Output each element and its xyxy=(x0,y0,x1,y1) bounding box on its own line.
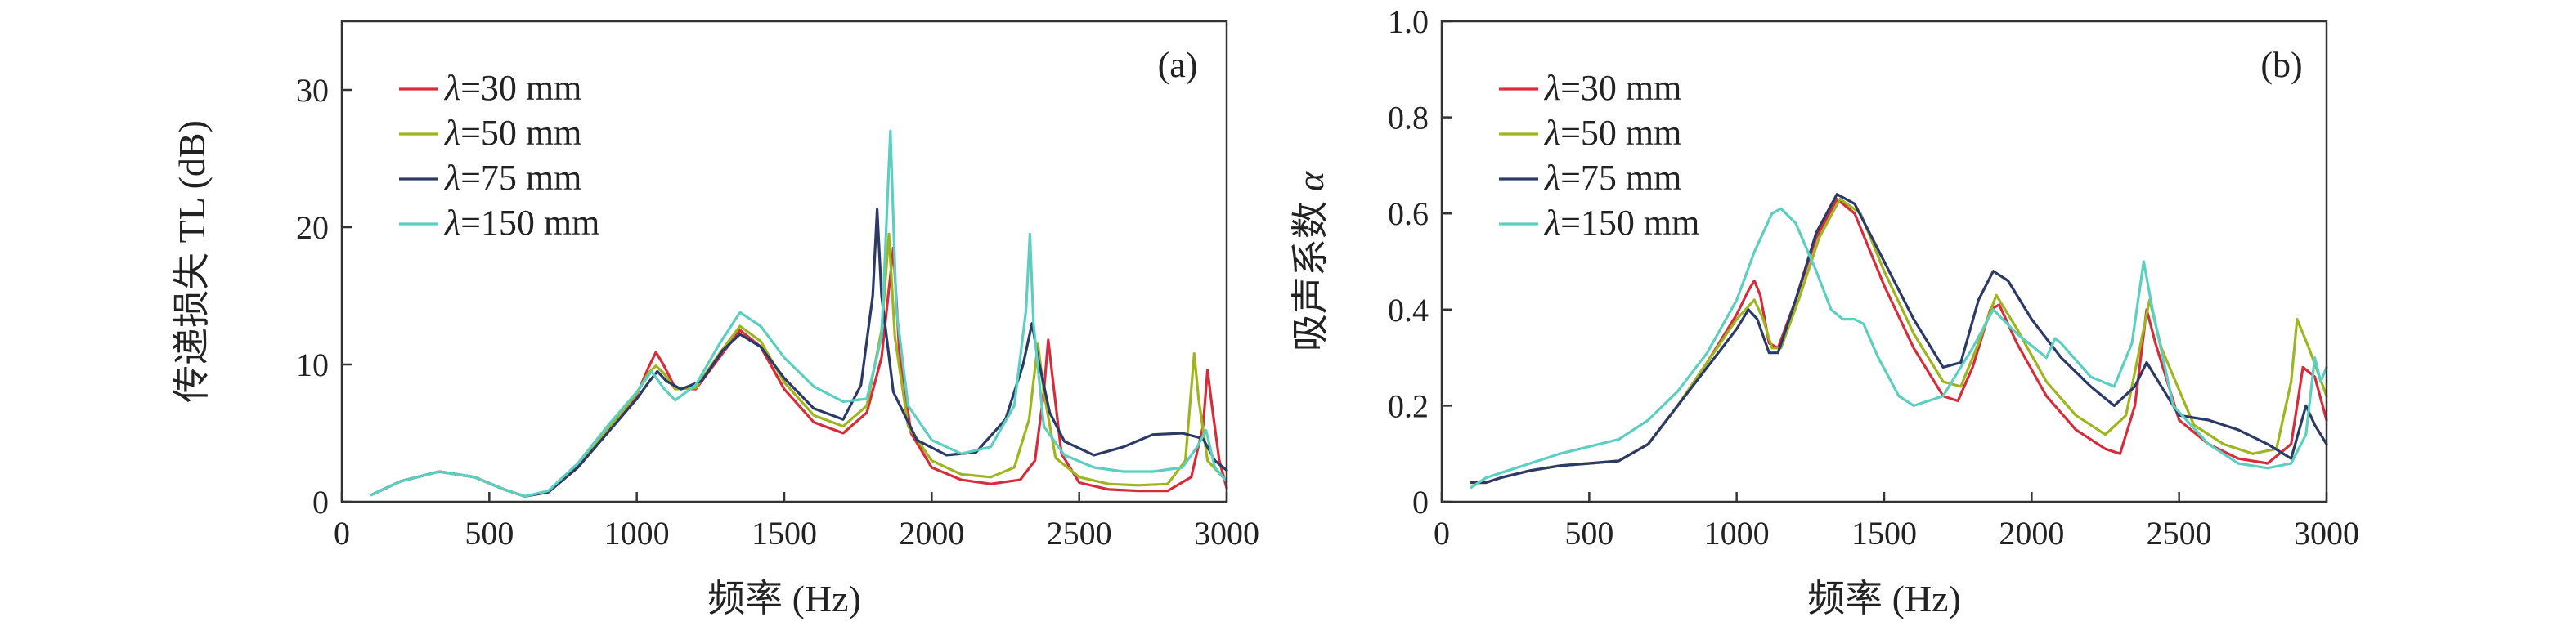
x-tick-label: 500 xyxy=(1564,515,1613,552)
legend-entry: λ=50 mm xyxy=(443,113,581,153)
x-tick-label: 2000 xyxy=(1999,515,2064,552)
series-line-4 xyxy=(370,129,1228,498)
x-tick-label: 3000 xyxy=(2294,515,2359,552)
legend-entry: λ=75 mm xyxy=(1543,158,1681,198)
panel-label: (a) xyxy=(1158,45,1198,85)
legend-entry: λ=150 mm xyxy=(443,203,599,243)
x-tick-label: 2500 xyxy=(1047,515,1112,552)
x-axis-label: 频率 (Hz) xyxy=(707,578,861,619)
y-axis-label: 吸声系数α xyxy=(1290,171,1331,351)
legend-entry: λ=30 mm xyxy=(1543,68,1681,108)
legend-entry: λ=30 mm xyxy=(443,68,581,108)
panel-b-absorption-coefficient-chart: 0 500 1000 1500 2000 2500 3000 0 0.2 0.4 0.6 0.8 1.0… xyxy=(1290,3,2359,619)
legend-entry: λ=150 mm xyxy=(1543,203,1699,243)
x-tick-label: 1000 xyxy=(1704,515,1770,552)
x-tick-label: 1000 xyxy=(604,515,670,552)
x-tick-label: 1500 xyxy=(752,515,817,552)
x-tick-label: 0 xyxy=(1434,515,1450,552)
y-tick-label: 20 xyxy=(296,209,329,246)
x-axis-label: 频率 (Hz) xyxy=(1807,578,1961,619)
series-line-3 xyxy=(1470,193,2328,485)
x-tick-label: 0 xyxy=(334,515,350,552)
y-tick-label: 0 xyxy=(312,484,329,521)
y-tick-label: 0.6 xyxy=(1388,195,1429,232)
legend-entry: λ=75 mm xyxy=(443,158,581,198)
y-tick-label: 1.0 xyxy=(1388,3,1429,40)
panel-a-transmission-loss-chart: 0 500 1000 1500 2000 2500 3000 0 10 20 30 频率 (Hz) 传递… xyxy=(171,20,1259,619)
panel-label: (b) xyxy=(2260,45,2302,85)
y-tick-label: 10 xyxy=(296,347,329,383)
y-tick-label: 0.2 xyxy=(1388,387,1429,424)
y-tick-label: 0.4 xyxy=(1388,292,1429,329)
series-line-4 xyxy=(1470,207,2328,489)
series-line-3 xyxy=(370,208,1228,498)
x-tick-label: 2000 xyxy=(899,515,964,552)
series-line-2 xyxy=(370,232,1228,498)
y-tick-label: 30 xyxy=(296,72,329,109)
y-tick-label: 0 xyxy=(1412,484,1429,521)
y-axis-label: 传递损失 TL (dB) xyxy=(171,120,213,403)
y-tick-label: 0.8 xyxy=(1388,100,1429,136)
x-tick-label: 1500 xyxy=(1851,515,1917,552)
x-tick-label: 500 xyxy=(464,515,514,552)
x-tick-label: 3000 xyxy=(1194,515,1259,552)
legend-entry: λ=50 mm xyxy=(1543,113,1681,153)
x-tick-label: 2500 xyxy=(2147,515,2212,552)
